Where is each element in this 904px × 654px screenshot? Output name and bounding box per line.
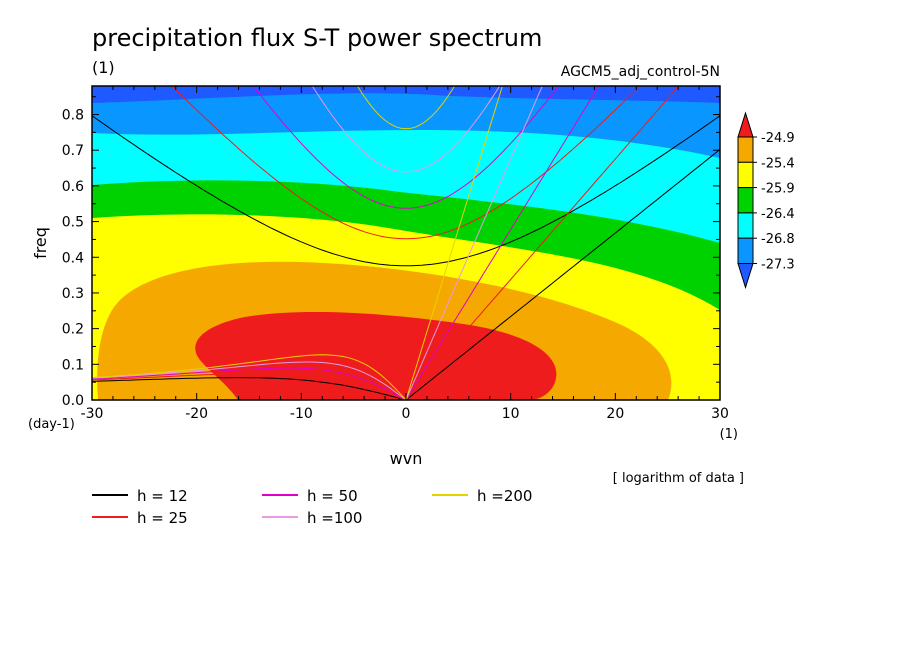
x-tick-label: 20	[606, 406, 624, 422]
inertia-gravity-curve	[252, 86, 560, 209]
data-note: [ logarithm of data ]	[613, 471, 744, 486]
kelvin-curve	[405, 86, 680, 400]
colorbar-label: -27.3	[761, 258, 795, 273]
colorbar-bottom-arrow	[737, 263, 754, 290]
y-tick-label: 0.3	[62, 286, 84, 302]
contour-fill	[92, 86, 720, 400]
legend-label: h = 25	[137, 509, 188, 527]
colorbar-box	[737, 161, 754, 189]
colorbar-box	[737, 136, 754, 163]
inertia-gravity-curve	[311, 86, 501, 173]
x-tick-label: -30	[81, 406, 104, 422]
y-tick-label: 0.5	[62, 215, 84, 231]
colorbar: -24.9 -25.4 -25.9 -26.4 -26.8 -27.3	[737, 111, 795, 290]
y-tick-label: 0.6	[62, 179, 84, 195]
legend-label: h = 12	[137, 487, 188, 505]
rossby-curve	[92, 367, 407, 400]
experiment-label: AGCM5_adj_control-5N	[561, 64, 720, 80]
rossby-curve	[92, 361, 407, 400]
kelvin-curve	[405, 86, 543, 400]
y-tick-label: 0.2	[62, 322, 84, 338]
legend: h = 12 h = 25 h = 50 h =100 h =200	[92, 487, 532, 527]
colorbar-top-arrow	[737, 111, 754, 138]
x-tick-label: 30	[711, 406, 729, 422]
colorbar-box	[737, 237, 754, 264]
y-tick-label: 0.1	[62, 357, 84, 373]
rossby-curve	[92, 372, 407, 400]
axis-ticks	[91, 86, 721, 401]
legend-label: h =200	[477, 487, 532, 505]
x-tick-label: -10	[290, 406, 313, 422]
y-tick-label: 0.7	[62, 143, 84, 159]
x-tick-label: -20	[185, 406, 208, 422]
inertia-gravity-curve	[356, 86, 456, 130]
inertia-gravity-curve	[171, 86, 641, 240]
colorbar-label: -25.4	[761, 156, 795, 171]
y-tick-label: 0.0	[62, 393, 84, 409]
legend-label: h = 50	[307, 487, 358, 505]
x-tick-label: 10	[502, 406, 520, 422]
colorbar-label: -26.8	[761, 232, 795, 247]
colorbar-box	[737, 212, 754, 239]
legend-label: h =100	[307, 509, 362, 527]
rossby-curve	[92, 354, 407, 400]
units-label: (1)	[92, 58, 115, 77]
kelvin-curve	[405, 149, 720, 400]
x-axis-label: wvn	[390, 449, 423, 468]
x-tick-labels: -30 -20 -10 0 10 20 30	[81, 406, 729, 422]
chart-title: precipitation flux S-T power spectrum	[92, 24, 542, 52]
y-tick-labels: 0.0 0.1 0.2 0.3 0.4 0.5 0.6 0.7 0.8	[62, 108, 84, 409]
kelvin-curve	[405, 86, 503, 400]
y-axis-label: freq	[31, 227, 50, 259]
x-units-label: (1)	[720, 427, 738, 442]
band-red	[195, 312, 557, 400]
colorbar-label: -24.9	[761, 131, 795, 146]
colorbar-box	[737, 187, 754, 214]
kelvin-curve	[405, 86, 600, 400]
x-tick-label: 0	[402, 406, 411, 422]
colorbar-label: -26.4	[761, 207, 795, 222]
rossby-curve	[92, 377, 407, 400]
y-tick-label: 0.8	[62, 108, 84, 124]
y-tick-label: 0.4	[62, 250, 84, 266]
inertia-gravity-curve	[92, 115, 720, 267]
dispersion-curves	[92, 86, 720, 400]
colorbar-label: -25.9	[761, 182, 795, 197]
y-units-label: (day-1)	[28, 417, 75, 432]
